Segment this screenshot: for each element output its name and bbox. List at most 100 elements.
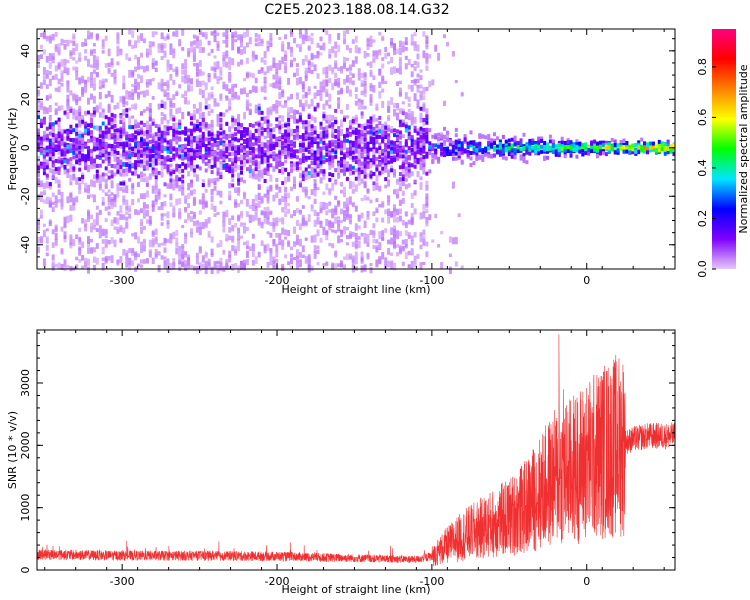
heatmap-cell: [475, 148, 479, 153]
heatmap-cell: [128, 95, 132, 100]
heatmap-cell: [360, 99, 364, 105]
heatmap-cell: [534, 143, 538, 148]
heatmap-cell: [278, 198, 282, 206]
heatmap-cell: [110, 199, 114, 205]
heatmap-cell: [298, 141, 302, 145]
heatmap-cell: [66, 59, 70, 64]
heatmap-cell: [245, 144, 249, 149]
heatmap-cell: [437, 144, 441, 149]
heatmap-cell: [45, 244, 49, 251]
heatmap-cell: [304, 174, 308, 181]
heatmap-cell: [396, 153, 399, 158]
heatmap-cell: [304, 120, 308, 125]
heatmap-cell: [351, 158, 355, 163]
heatmap-cell: [325, 235, 329, 241]
heatmap-cell: [398, 247, 402, 255]
heatmap-cell: [187, 171, 191, 177]
heatmap-cell: [119, 127, 123, 132]
heatmap-cell: [198, 210, 202, 215]
heatmap-cell: [360, 197, 364, 202]
heatmap-cell: [181, 154, 185, 159]
heatmap-cell: [275, 258, 279, 263]
heatmap-cell: [360, 90, 364, 96]
heatmap-cell: [81, 133, 85, 138]
heatmap-cell: [425, 193, 429, 200]
heatmap-cell: [234, 152, 238, 157]
heatmap-cell: [92, 114, 96, 118]
heatmap-cell: [75, 154, 79, 159]
heatmap-cell: [437, 244, 441, 248]
heatmap-cell: [92, 225, 96, 230]
heatmap-cell: [440, 134, 444, 139]
heatmap-cell: [178, 259, 182, 264]
heatmap-cell: [157, 150, 161, 155]
heatmap-cell: [575, 139, 579, 144]
heatmap-cell: [175, 237, 179, 244]
heatmap-cell: [313, 184, 317, 189]
heatmap-cell: [369, 124, 373, 129]
heatmap-cell: [366, 43, 370, 50]
heatmap-cell: [160, 99, 164, 106]
heatmap-cell: [116, 45, 120, 49]
heatmap-cell: [301, 177, 305, 182]
heatmap-cell: [181, 63, 185, 70]
heatmap-cell: [142, 130, 146, 137]
heatmap-cell: [75, 138, 79, 143]
heatmap-cell: [363, 148, 367, 154]
heatmap-cell: [293, 37, 296, 44]
heatmap-cell: [404, 166, 408, 171]
heatmap-cell: [228, 166, 232, 171]
heatmap-cell: [345, 44, 349, 51]
heatmap-cell: [107, 189, 111, 193]
heatmap-cell: [451, 152, 455, 157]
heatmap-cell: [275, 123, 279, 128]
heatmap-cell: [260, 68, 264, 74]
heatmap-cell: [201, 47, 205, 53]
heatmap-cell: [416, 141, 420, 146]
heatmap-cell: [45, 159, 49, 165]
heatmap-cell: [92, 160, 96, 168]
heatmap-cell: [122, 123, 126, 131]
heatmap-cell: [72, 47, 76, 55]
heatmap-cell: [281, 115, 285, 122]
heatmap-cell: [260, 116, 264, 121]
heatmap-cell: [231, 139, 235, 146]
heatmap-cell: [81, 144, 85, 149]
heatmap-cell: [92, 219, 96, 227]
heatmap-cell: [175, 175, 179, 180]
heatmap-cell: [201, 263, 205, 270]
heatmap-cell: [72, 150, 76, 155]
heatmap-cell: [98, 92, 102, 100]
heatmap-cell: [45, 145, 49, 150]
heatmap-cell: [110, 219, 114, 227]
heatmap-cell: [101, 78, 105, 83]
heatmap-cell: [172, 79, 176, 85]
heatmap-cell: [295, 96, 299, 100]
heatmap-cell: [301, 86, 305, 93]
heatmap-cell: [372, 160, 376, 165]
heatmap-cell: [275, 142, 279, 146]
heatmap-cell: [178, 208, 182, 215]
heatmap-cell: [401, 148, 405, 153]
heatmap-cell: [187, 142, 191, 147]
heatmap-cell: [69, 50, 73, 56]
heatmap-cell: [254, 106, 258, 113]
heatmap-cell: [60, 192, 64, 200]
heatmap-cell: [504, 139, 508, 144]
heatmap-cell: [45, 126, 49, 131]
heatmap-cell: [101, 114, 105, 119]
heatmap-cell: [254, 32, 258, 38]
heatmap-cell: [72, 197, 76, 206]
heatmap-cell: [448, 142, 452, 147]
heatmap-cell: [178, 137, 182, 142]
heatmap-cell: [195, 119, 199, 124]
heatmap-cell: [343, 134, 346, 139]
heatmap-cell: [151, 185, 155, 194]
heatmap-cell: [201, 159, 205, 164]
heatmap-cell: [319, 147, 323, 152]
heatmap-cell: [310, 98, 314, 107]
heatmap-cell: [590, 149, 594, 153]
heatmap-cell: [357, 150, 361, 159]
heatmap-cell: [154, 154, 158, 159]
heatmap-cell: [393, 128, 396, 133]
